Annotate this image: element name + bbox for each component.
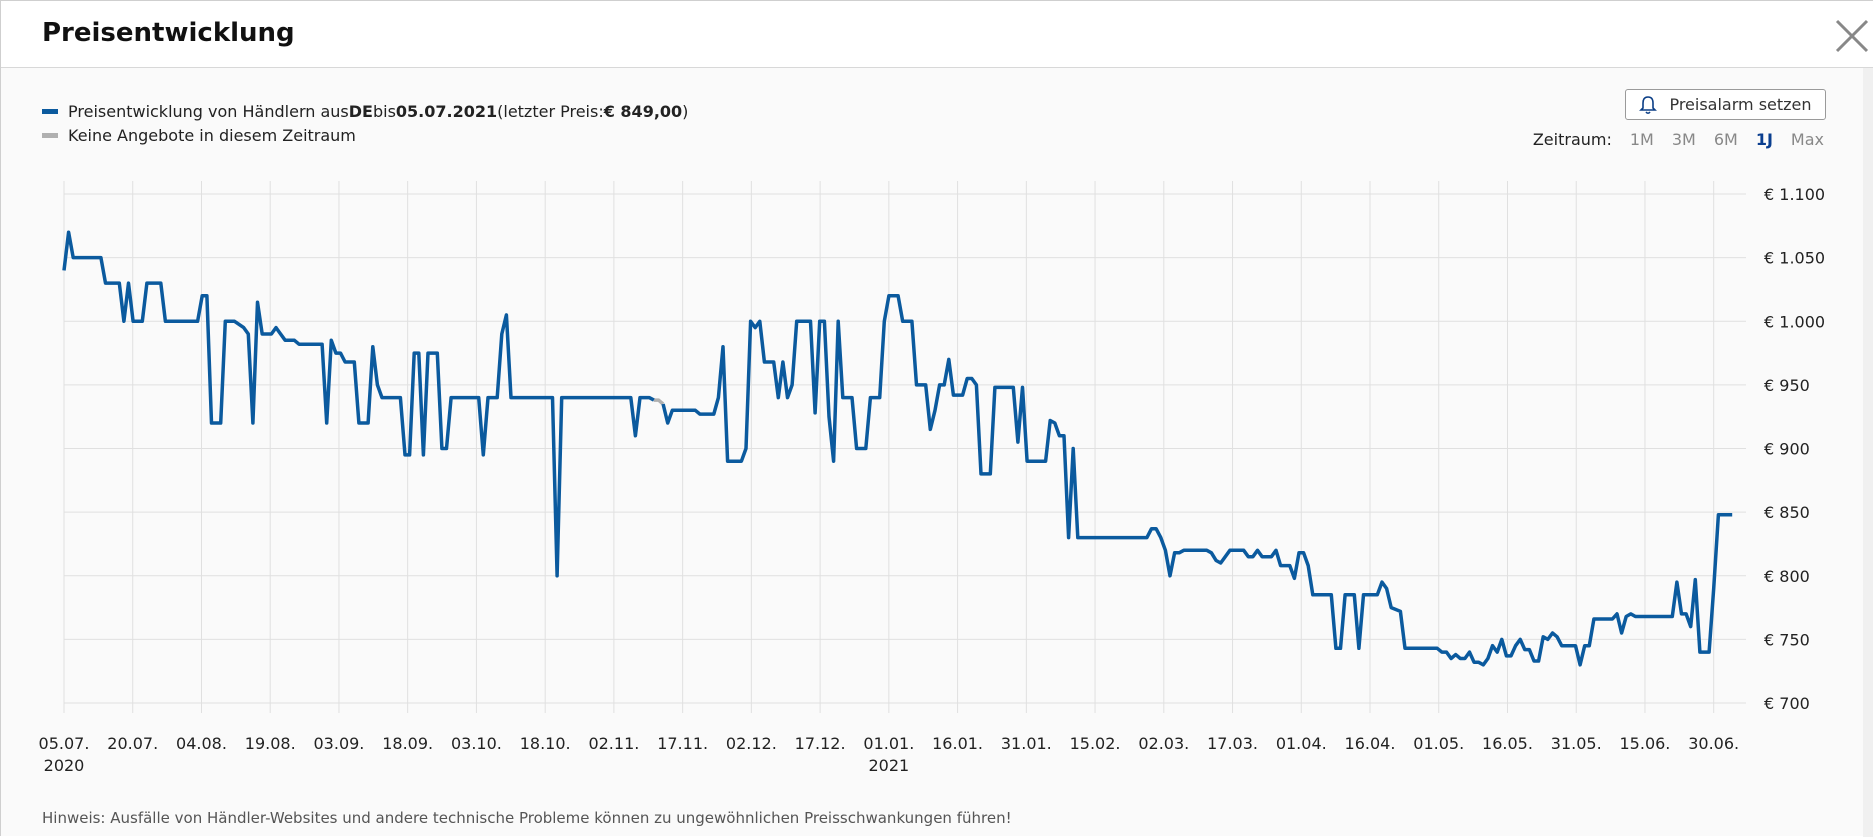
chart-legend: Preisentwicklung von Händlern aus DE bis… [42, 99, 688, 147]
legend-text-prefix: Preisentwicklung von Händlern aus [68, 101, 349, 121]
x-tick-label: 02.03. [1138, 734, 1189, 753]
x-tick-label: 31.05. [1551, 734, 1602, 753]
y-tick-label: € 1.000 [1764, 312, 1825, 331]
y-tick-label: € 900 [1764, 440, 1810, 459]
price-alarm-label: Preisalarm setzen [1669, 95, 1812, 114]
x-tick-label: 01.04. [1276, 734, 1327, 753]
y-tick-label: € 1.050 [1764, 249, 1825, 268]
x-tick-label: 01.01. [863, 734, 914, 753]
year-label: 2021 [868, 756, 909, 775]
x-tick-label: 02.12. [726, 734, 777, 753]
price-alarm-button[interactable]: Preisalarm setzen [1625, 89, 1826, 120]
y-tick-label: € 1.100 [1764, 185, 1825, 204]
x-tick-label: 16.04. [1345, 734, 1396, 753]
legend-item-price: Preisentwicklung von Händlern aus DE bis… [42, 99, 688, 123]
legend-text-no-offers: Keine Angebote in diesem Zeitraum [68, 125, 356, 145]
x-tick-label: 02.11. [588, 734, 639, 753]
x-tick-label: 16.05. [1482, 734, 1533, 753]
y-tick-label: € 750 [1764, 630, 1810, 649]
x-tick-label: 03.09. [314, 734, 365, 753]
scrollbar[interactable] [1863, 68, 1873, 837]
y-tick-label: € 800 [1764, 567, 1810, 586]
legend-swatch-no-offers [42, 132, 58, 138]
x-tick-label: 01.05. [1413, 734, 1464, 753]
timerange-option-max[interactable]: Max [1790, 130, 1824, 149]
x-tick-label: 30.06. [1688, 734, 1739, 753]
legend-lastprice: € 849,00 [603, 101, 683, 121]
y-tick-label: € 950 [1764, 376, 1810, 395]
year-label: 2020 [44, 756, 85, 775]
modal-title: Preisentwicklung [42, 18, 295, 48]
x-tick-label: 05.07. [39, 734, 90, 753]
timerange-option-1m[interactable]: 1M [1629, 130, 1654, 149]
bell-icon [1639, 95, 1658, 114]
timerange-option-6m[interactable]: 6M [1713, 130, 1738, 149]
timerange-option-1j[interactable]: 1J [1755, 130, 1773, 149]
y-tick-label: € 700 [1764, 694, 1810, 713]
x-tick-label: 31.01. [1001, 734, 1052, 753]
legend-country: DE [348, 101, 373, 121]
x-tick-label: 18.10. [520, 734, 571, 753]
x-tick-label: 19.08. [245, 734, 296, 753]
timerange-option-3m[interactable]: 3M [1671, 130, 1696, 149]
price-line-part1 [62, 230, 655, 578]
price-line-part2 [661, 294, 1733, 667]
legend-text-suffix: ) [682, 101, 689, 121]
legend-item-no-offers: Keine Angebote in diesem Zeitraum [42, 123, 688, 147]
legend-lastprice-prefix: (letzter Preis: [497, 101, 604, 121]
timerange-selector: Zeitraum: 1M 3M 6M 1J Max [1533, 130, 1824, 149]
x-tick-label: 17.12. [795, 734, 846, 753]
x-tick-label: 17.11. [657, 734, 708, 753]
hint-text: Hinweis: Ausfälle von Händler-Websites u… [42, 809, 1012, 827]
close-button[interactable] [1833, 17, 1871, 55]
timerange-label: Zeitraum: [1532, 130, 1612, 149]
y-tick-label: € 850 [1764, 503, 1810, 522]
x-tick-label: 20.07. [107, 734, 158, 753]
legend-date: 05.07.2021 [395, 101, 498, 121]
x-tick-label: 15.02. [1070, 734, 1121, 753]
x-tick-label: 16.01. [932, 734, 983, 753]
x-tick-label: 03.10. [451, 734, 502, 753]
close-icon [1835, 19, 1869, 53]
legend-text-mid: bis [372, 101, 396, 121]
x-tick-label: 17.03. [1207, 734, 1258, 753]
x-tick-label: 18.09. [382, 734, 433, 753]
no-offers-segment [653, 398, 665, 406]
modal-header: Preisentwicklung [1, 1, 1873, 68]
legend-swatch-price [42, 108, 58, 114]
x-tick-label: 15.06. [1620, 734, 1671, 753]
x-tick-label: 04.08. [176, 734, 227, 753]
